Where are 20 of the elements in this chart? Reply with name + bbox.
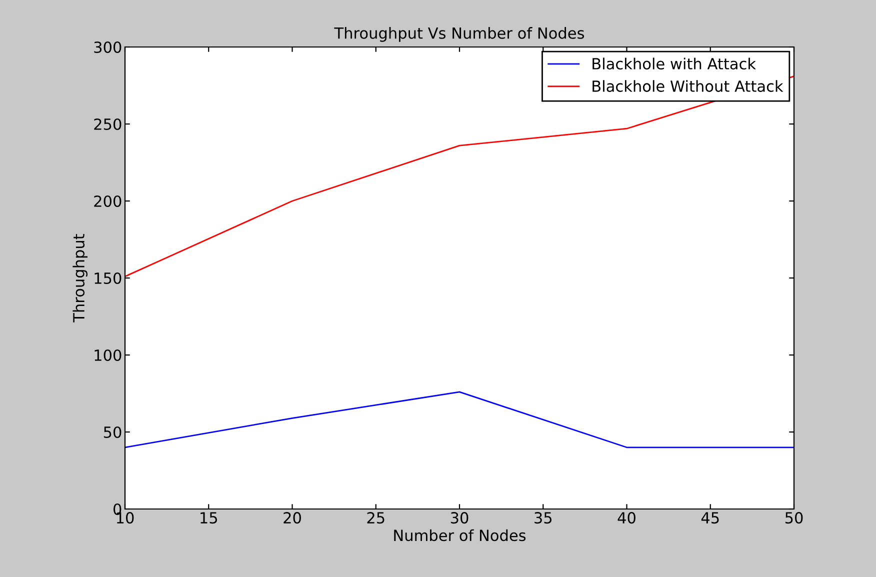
x-tick-label: 40 [618, 512, 636, 524]
y-tick-label: 250 [94, 118, 122, 130]
x-tick-label: 15 [200, 512, 218, 524]
x-tick-label: 30 [450, 512, 468, 524]
y-tick-label: 100 [94, 349, 122, 362]
legend-label: Blackhole Without Attack [592, 80, 784, 92]
x-tick-label: 25 [367, 512, 384, 524]
x-tick-label: 20 [284, 512, 301, 524]
y-tick-label: 50 [104, 426, 122, 438]
y-tick-label: 150 [94, 272, 122, 284]
y-tick-label: 300 [94, 41, 122, 54]
y-tick-label: 200 [94, 195, 122, 208]
legend-label: Blackhole with Attack [592, 58, 756, 70]
x-tick-label: 50 [785, 512, 803, 524]
x-tick-label: 45 [701, 512, 719, 524]
line-series [125, 76, 794, 278]
y-axis-title: Throughput [72, 234, 88, 322]
chart-title: Throughput Vs Number of Nodes [334, 27, 584, 42]
x-tick-label: 35 [534, 512, 552, 524]
x-axis-title: Number of Nodes [394, 529, 526, 542]
